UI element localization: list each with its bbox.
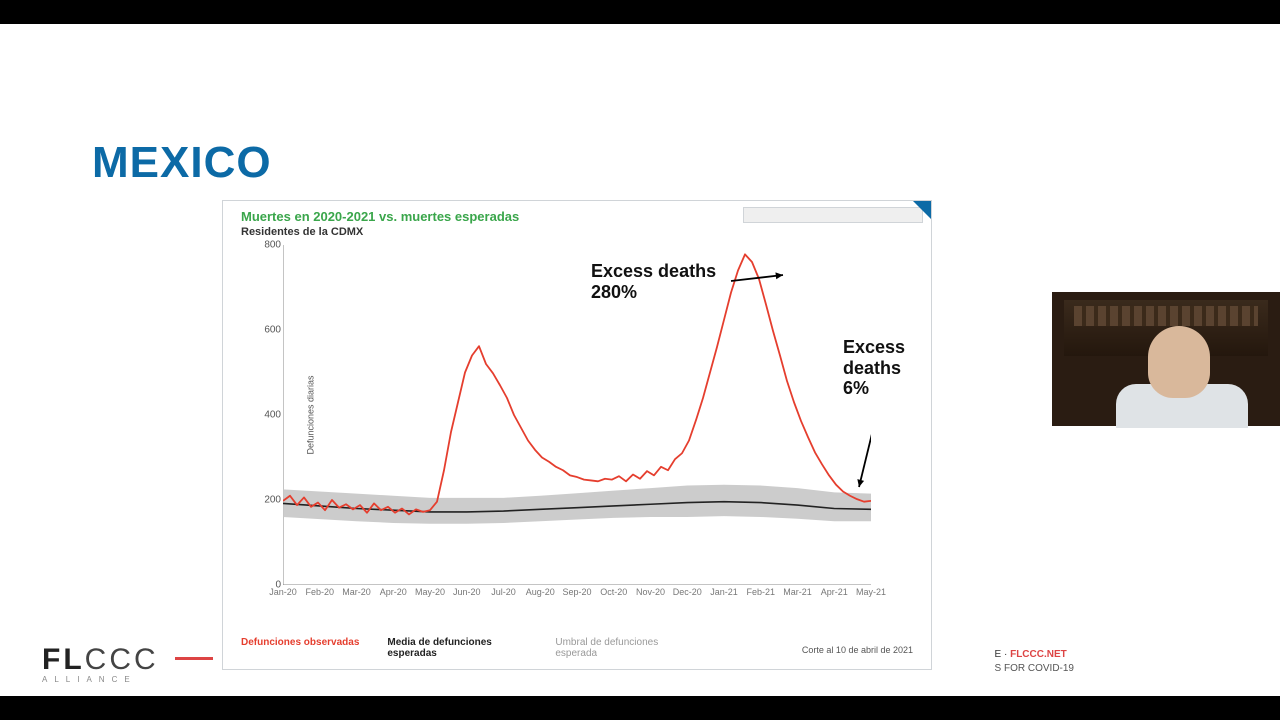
- x-tick: Mar-20: [342, 587, 371, 597]
- x-tick: Feb-20: [305, 587, 334, 597]
- y-tick: 600: [264, 325, 281, 336]
- x-tick: Sep-20: [562, 587, 591, 597]
- x-tick: Jan-20: [269, 587, 297, 597]
- x-tick: Apr-20: [380, 587, 407, 597]
- x-tick: Jun-20: [453, 587, 481, 597]
- x-tick: Nov-20: [636, 587, 665, 597]
- chart-header: Muertes en 2020-2021 vs. muertes esperad…: [241, 209, 519, 238]
- x-tick: Apr-21: [821, 587, 848, 597]
- x-tick: Jan-21: [710, 587, 738, 597]
- y-axis-ticks: 0200400600800: [255, 245, 281, 585]
- chart-subtitle: Residentes de la CDMX: [241, 226, 519, 238]
- chart-title: Muertes en 2020-2021 vs. muertes esperad…: [241, 209, 519, 224]
- footer-right-text: E · FLCCC.NET S FOR COVID-19: [995, 648, 1074, 676]
- webcam-person-head: [1148, 326, 1210, 398]
- chart-corner-triangle: [913, 201, 931, 219]
- legend-observed: Defunciones observadas: [241, 637, 359, 648]
- legend-band: Umbral de defunciones esperada: [555, 637, 695, 659]
- slide-title: MEXICO: [92, 138, 272, 188]
- x-tick: Oct-20: [600, 587, 627, 597]
- webcam-overlay: [1052, 292, 1280, 426]
- chart-tab-decoration: [743, 207, 923, 223]
- chart-annotation: Excessdeaths6%: [843, 337, 905, 399]
- x-tick: May-20: [415, 587, 445, 597]
- logo-accent-line: [175, 657, 213, 660]
- chart-plot-area: Defunciones diarias 0200400600800 Jan-20…: [283, 245, 871, 585]
- chart-legend: Defunciones observadas Media de defuncio…: [241, 637, 695, 659]
- flccc-logo: FLCCC ALLIANCE: [42, 643, 159, 684]
- y-tick: 800: [264, 240, 281, 251]
- x-tick: Mar-21: [783, 587, 812, 597]
- x-tick: Dec-20: [673, 587, 702, 597]
- x-tick: May-21: [856, 587, 886, 597]
- chart-footnote: Corte al 10 de abril de 2021: [802, 645, 913, 655]
- chart-card: Muertes en 2020-2021 vs. muertes esperad…: [222, 200, 932, 670]
- legend-median: Media de defunciones esperadas: [387, 637, 527, 659]
- y-tick: 400: [264, 410, 281, 421]
- x-tick: Aug-20: [526, 587, 555, 597]
- x-axis-ticks: Jan-20Feb-20Mar-20Apr-20May-20Jun-20Jul-…: [283, 587, 871, 603]
- x-tick: Jul-20: [491, 587, 516, 597]
- x-tick: Feb-21: [746, 587, 775, 597]
- y-tick: 200: [264, 495, 281, 506]
- chart-annotation: Excess deaths280%: [591, 261, 716, 302]
